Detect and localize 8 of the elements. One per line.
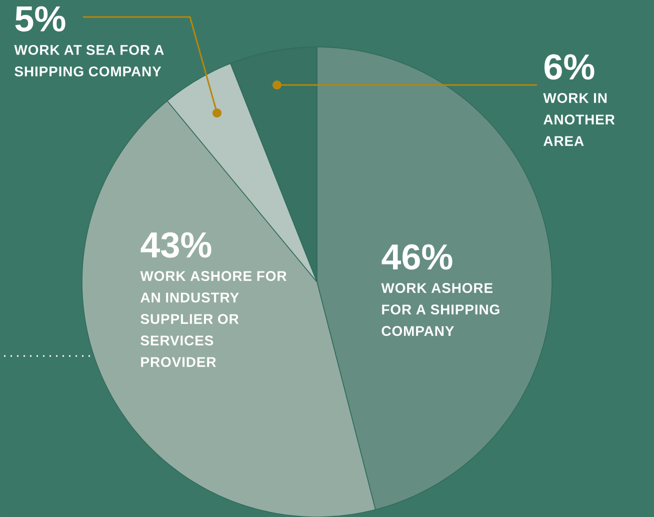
slice-label: WORK AT SEA FOR A SHIPPING COMPANY xyxy=(14,44,164,76)
slice-label: WORK ASHORE FOR AN INDUSTRY SUPPLIER OR SERVICES PROVIDER xyxy=(140,271,287,367)
data-label: 46% xyxy=(382,244,452,270)
data-label: 5% xyxy=(15,6,66,32)
slice-label: WORK ASHORE FOR A SHIPPING COMPANY xyxy=(381,283,500,336)
data-label: 43% xyxy=(140,232,212,258)
slice-label: WORK IN ANOTHER AREA xyxy=(543,93,615,146)
data-label: 6% xyxy=(544,54,594,80)
